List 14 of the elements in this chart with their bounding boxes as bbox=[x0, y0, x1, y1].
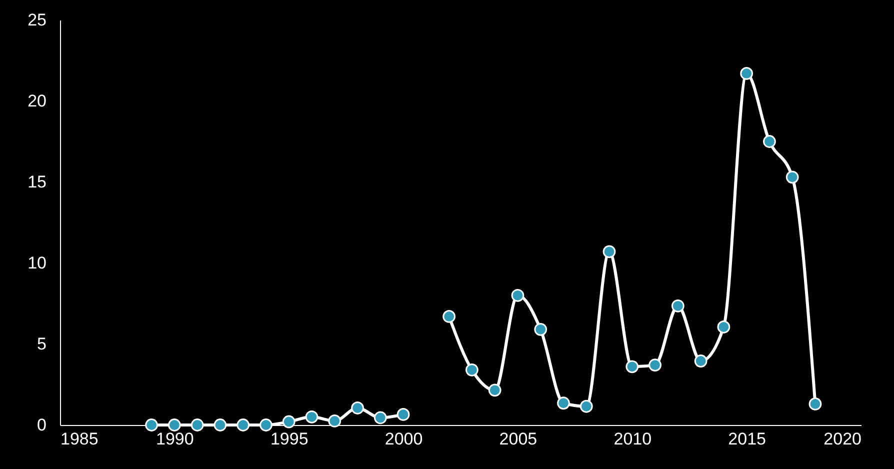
x-tick-label: 2015 bbox=[728, 430, 766, 448]
y-tick-label: 25 bbox=[28, 10, 46, 30]
y-tick-label: 15 bbox=[28, 172, 46, 192]
x-tick-label: 1995 bbox=[270, 430, 308, 448]
x-tick-label: 2010 bbox=[614, 430, 652, 448]
x-tick-label: 1990 bbox=[156, 430, 194, 448]
x-tick-label: 2000 bbox=[384, 430, 423, 448]
x-tick-label: 2020 bbox=[824, 430, 862, 448]
y-tick-label: 5 bbox=[37, 334, 46, 354]
x-tick-label: 2005 bbox=[499, 430, 538, 448]
y-tick-label: 10 bbox=[28, 254, 46, 272]
y-tick-label: 0 bbox=[37, 416, 46, 434]
y-tick-label: 20 bbox=[28, 92, 46, 110]
x-tick-label: 1985 bbox=[60, 430, 98, 448]
